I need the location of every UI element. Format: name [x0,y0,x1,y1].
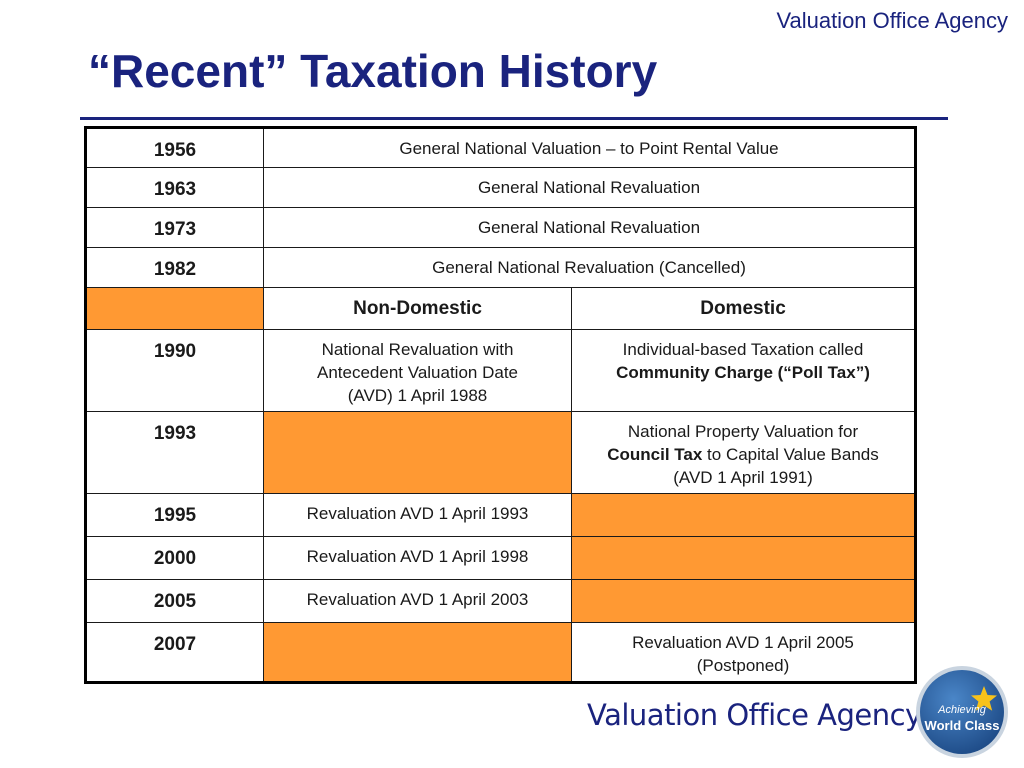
cell-line: (Postponed) [696,656,790,675]
event-cell: General National Revaluation (Cancelled) [263,247,916,288]
year-cell: 1993 [85,411,264,494]
non-domestic-cell: Revaluation AVD 1 April 1993 [263,493,572,537]
cell-line: to Capital Value Bands [702,445,879,464]
non-domestic-cell: Revaluation AVD 1 April 2003 [263,579,572,623]
cell-line-bold: Council Tax [607,445,703,464]
non-domestic-cell: National Revaluation with Antecedent Val… [263,329,572,412]
footer-brand-logo: Valuation Office Agency [587,698,922,732]
domestic-cell: Revaluation AVD 1 April 2005 (Postponed) [571,622,916,683]
year-cell: 1995 [85,493,264,537]
year-cell: 1990 [85,329,264,412]
table-row: 2007 Revaluation AVD 1 April 2005 (Postp… [85,622,916,683]
non-domestic-cell: Revaluation AVD 1 April 1998 [263,536,572,580]
cell-line: (AVD 1 April 1991) [673,468,813,487]
badge-text-line2: World Class [924,718,1000,733]
cell-line: Revaluation AVD 1 April 2005 [632,633,854,652]
page-title: “Recent” Taxation History [88,45,658,97]
title-divider [80,117,948,120]
table-row: 1995 Revaluation AVD 1 April 1993 [85,493,916,537]
year-cell: 1956 [85,127,264,168]
column-header-row: Non-Domestic Domestic [85,287,916,330]
cell-line: National Property Valuation for [627,422,859,441]
year-cell: 1982 [85,247,264,288]
achieving-world-class-badge: Achieving World Class [914,664,1010,760]
table-row: 1963 General National Revaluation [85,167,916,208]
table-row: 1973 General National Revaluation [85,207,916,248]
cell-line: Antecedent Valuation Date [317,363,518,382]
table-row: 1993 National Property Valuation for Cou… [85,411,916,494]
taxation-history-table: 1956 General National Valuation – to Poi… [84,126,917,684]
column-header-domestic: Domestic [571,287,916,330]
year-cell: 1963 [85,167,264,208]
badge-graphic [916,666,1008,758]
non-domestic-cell-empty [263,622,572,683]
domestic-cell-empty [571,493,916,537]
table-row: 2005 Revaluation AVD 1 April 2003 [85,579,916,623]
star-icon [971,686,997,711]
event-cell: General National Revaluation [263,167,916,208]
table-row: 1956 General National Valuation – to Poi… [85,127,916,168]
event-cell: General National Valuation – to Point Re… [263,127,916,168]
domestic-cell-empty [571,536,916,580]
year-cell: 2005 [85,579,264,623]
cell-line: Individual-based Taxation called [622,340,864,359]
non-domestic-cell-empty [263,411,572,494]
header-agency-name: Valuation Office Agency [776,8,1008,33]
year-cell: 1973 [85,207,264,248]
table-row: 2000 Revaluation AVD 1 April 1998 [85,536,916,580]
column-header-non-domestic: Non-Domestic [263,287,572,330]
header-highlight-cell [85,287,264,330]
table-row: 1982 General National Revaluation (Cance… [85,247,916,288]
cell-line-bold: Community Charge (“Poll Tax”) [616,363,870,382]
table-row: 1990 National Revaluation with Anteceden… [85,329,916,412]
domestic-cell: National Property Valuation for Council … [571,411,916,494]
badge-text-line1: Achieving [938,704,986,716]
event-cell: General National Revaluation [263,207,916,248]
year-cell: 2007 [85,622,264,683]
year-cell: 2000 [85,536,264,580]
cell-line: (AVD) 1 April 1988 [347,386,488,405]
cell-line: National Revaluation with [321,340,514,359]
domestic-cell: Individual-based Taxation called Communi… [571,329,916,412]
domestic-cell-empty [571,579,916,623]
